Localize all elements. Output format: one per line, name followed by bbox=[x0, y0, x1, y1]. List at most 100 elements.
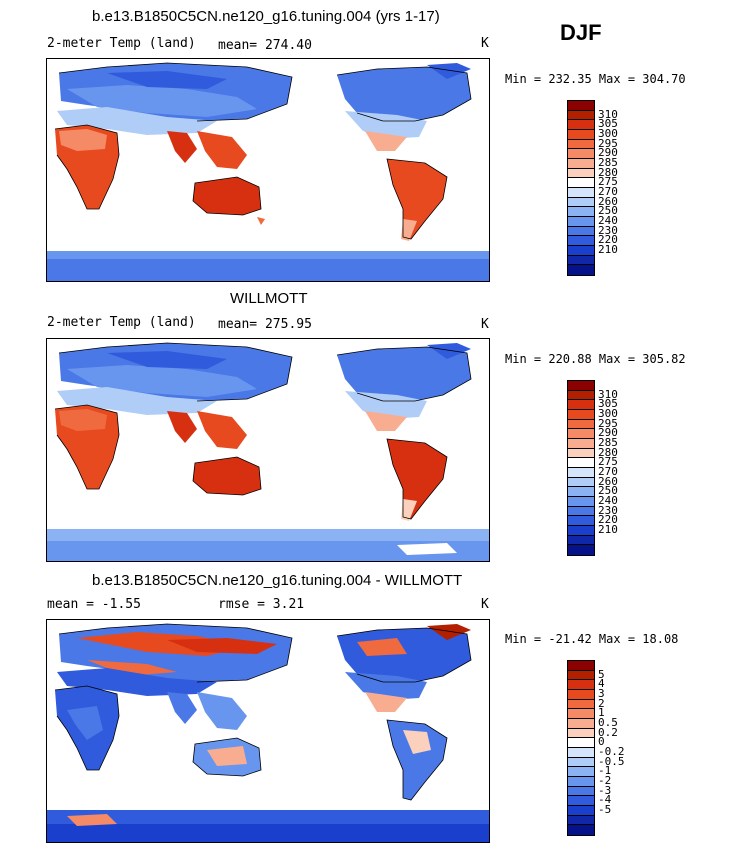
colorbar-swatch bbox=[568, 120, 594, 130]
colorbar-swatch bbox=[568, 158, 594, 169]
colorbar-swatch bbox=[568, 757, 594, 768]
panel-1-mean-label: mean= 274.40 bbox=[218, 38, 312, 53]
colorbar-swatch bbox=[568, 168, 594, 179]
colorbar-swatch bbox=[568, 467, 594, 478]
colorbar-tick-label: 260 bbox=[598, 194, 618, 208]
colorbar-swatch bbox=[568, 129, 594, 140]
colorbar-tick-label: 280 bbox=[598, 165, 618, 179]
colorbar-swatch bbox=[568, 139, 594, 150]
panel-3-title: b.e13.B1850C5CN.ne120_g16.tuning.004 - W… bbox=[92, 572, 463, 589]
panel-1-map bbox=[46, 58, 490, 282]
colorbar-tick-label: 0 bbox=[598, 735, 605, 749]
colorbar-swatch bbox=[568, 525, 594, 536]
panel-2-mean-label: mean= 275.95 bbox=[218, 317, 312, 332]
colorbar-swatch bbox=[568, 709, 594, 719]
panel-1-map-svg bbox=[47, 62, 489, 281]
colorbar-tick-label: 300 bbox=[598, 126, 618, 140]
panel-1-variable-label: 2-meter Temp (land) bbox=[47, 36, 196, 51]
colorbar-swatch bbox=[568, 786, 594, 797]
colorbar-tick-label: 275 bbox=[598, 175, 618, 189]
colorbar-swatch bbox=[568, 506, 594, 517]
colorbar-tick-label: 270 bbox=[598, 184, 618, 198]
colorbar-swatch bbox=[568, 718, 594, 729]
colorbar-tick-label: -5 bbox=[598, 802, 612, 816]
colorbar-tick-label: 290 bbox=[598, 146, 618, 160]
panel-3-colorbar bbox=[567, 660, 595, 836]
colorbar-tick-label: 270 bbox=[598, 464, 618, 478]
colorbar-tick-label: 230 bbox=[598, 223, 618, 237]
panel-3-mean-label: mean = -1.55 bbox=[47, 597, 141, 612]
colorbar-tick-label: 310 bbox=[598, 387, 618, 401]
colorbar-swatch bbox=[568, 738, 594, 748]
colorbar-swatch bbox=[568, 815, 594, 826]
panel-3-minmax: Min = -21.42 Max = 18.08 bbox=[505, 632, 679, 646]
colorbar-tick-label: 275 bbox=[598, 455, 618, 469]
colorbar-swatch bbox=[568, 689, 594, 700]
colorbar-tick-label: 3 bbox=[598, 686, 605, 700]
colorbar-tick-label: 5 bbox=[598, 667, 605, 681]
colorbar-swatch bbox=[568, 516, 594, 526]
colorbar-swatch bbox=[568, 796, 594, 806]
colorbar-swatch bbox=[568, 409, 594, 420]
colorbar-tick-label: 310 bbox=[598, 107, 618, 121]
colorbar-swatch bbox=[568, 419, 594, 430]
panel-3-rmse-label: rmse = 3.21 bbox=[218, 597, 305, 612]
colorbar-swatch bbox=[568, 101, 594, 111]
colorbar-tick-label: 300 bbox=[598, 406, 618, 420]
colorbar-swatch bbox=[568, 216, 594, 227]
colorbar-swatch bbox=[568, 149, 594, 159]
colorbar-swatch bbox=[568, 207, 594, 217]
colorbar-tick-label: -0.2 bbox=[598, 744, 625, 758]
colorbar-tick-label: 240 bbox=[598, 213, 618, 227]
colorbar-tick-label: 2 bbox=[598, 696, 605, 710]
colorbar-swatch bbox=[568, 487, 594, 497]
colorbar-swatch bbox=[568, 226, 594, 237]
colorbar-tick-label: 220 bbox=[598, 513, 618, 527]
colorbar-swatch bbox=[568, 767, 594, 777]
panel-1-colorbar bbox=[567, 100, 595, 276]
colorbar-swatch bbox=[568, 178, 594, 188]
colorbar-swatch bbox=[568, 187, 594, 198]
colorbar-swatch bbox=[568, 670, 594, 681]
colorbar-tick-label: -1 bbox=[598, 764, 612, 778]
panel-3-map-svg bbox=[47, 623, 489, 842]
colorbar-swatch bbox=[568, 448, 594, 459]
colorbar-tick-label: 230 bbox=[598, 503, 618, 517]
colorbar-swatch bbox=[568, 776, 594, 787]
colorbar-tick-label: 295 bbox=[598, 136, 618, 150]
colorbar-tick-label: 4 bbox=[598, 677, 605, 691]
colorbar-tick-label: 295 bbox=[598, 416, 618, 430]
panel-2-variable-label: 2-meter Temp (land) bbox=[47, 315, 196, 330]
panel-2-map bbox=[46, 338, 490, 562]
panel-3-unit: K bbox=[481, 597, 489, 612]
colorbar-swatch bbox=[568, 265, 594, 275]
colorbar-tick-label: 260 bbox=[598, 474, 618, 488]
colorbar-swatch bbox=[568, 381, 594, 391]
colorbar-swatch bbox=[568, 245, 594, 256]
panel-2-unit: K bbox=[481, 317, 489, 332]
colorbar-tick-label: 210 bbox=[598, 242, 618, 256]
colorbar-swatch bbox=[568, 197, 594, 208]
colorbar-tick-label: 250 bbox=[598, 204, 618, 218]
panel-2-minmax: Min = 220.88 Max = 305.82 bbox=[505, 352, 686, 366]
panel-1-title: b.e13.B1850C5CN.ne120_g16.tuning.004 (yr… bbox=[92, 8, 440, 25]
colorbar-swatch bbox=[568, 255, 594, 266]
colorbar-swatch bbox=[568, 805, 594, 816]
season-label: DJF bbox=[560, 20, 602, 45]
colorbar-tick-label: 240 bbox=[598, 493, 618, 507]
colorbar-tick-label: 285 bbox=[598, 155, 618, 169]
colorbar-swatch bbox=[568, 545, 594, 555]
colorbar-swatch bbox=[568, 728, 594, 739]
panel-2-colorbar bbox=[567, 380, 595, 556]
colorbar-tick-label: 220 bbox=[598, 233, 618, 247]
colorbar-swatch bbox=[568, 477, 594, 488]
colorbar-swatch bbox=[568, 496, 594, 507]
panel-1-unit: K bbox=[481, 36, 489, 51]
panel-3-map bbox=[46, 619, 490, 843]
colorbar-tick-label: -0.5 bbox=[598, 754, 625, 768]
colorbar-tick-label: 210 bbox=[598, 522, 618, 536]
colorbar-swatch bbox=[568, 390, 594, 401]
panel-1-minmax: Min = 232.35 Max = 304.70 bbox=[505, 72, 686, 86]
colorbar-tick-label: 1 bbox=[598, 706, 605, 720]
colorbar-tick-label: -4 bbox=[598, 793, 612, 807]
